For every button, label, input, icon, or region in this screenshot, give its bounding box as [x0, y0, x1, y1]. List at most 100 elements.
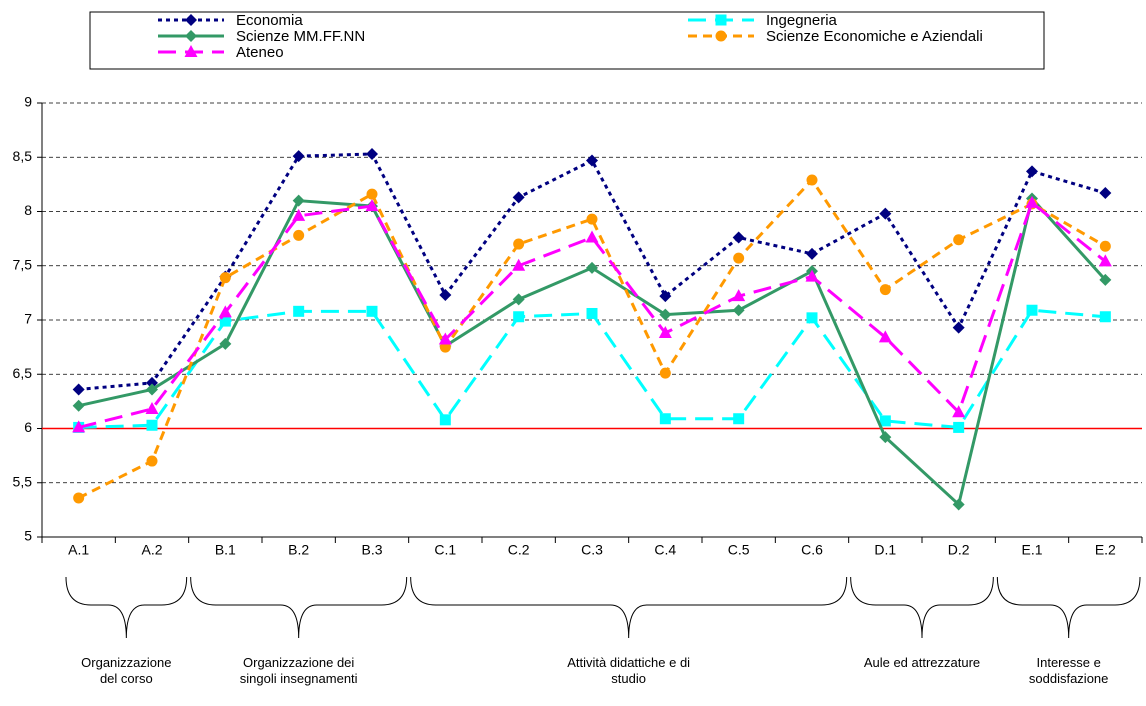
data-point	[292, 208, 306, 221]
data-point	[366, 188, 378, 200]
group-label: Organizzazione dei singoli insegnamenti	[239, 655, 358, 686]
legend-marker	[184, 45, 198, 57]
data-point	[732, 304, 745, 317]
legend-label: Scienze Economiche e Aziendali	[766, 28, 983, 45]
legend-label: Ingegneria	[766, 12, 838, 29]
data-point	[292, 194, 305, 207]
data-point	[586, 261, 598, 274]
data-point	[732, 231, 745, 244]
group-brace	[190, 576, 408, 639]
y-tick-label: 5	[24, 528, 32, 544]
x-tick-label: D.2	[948, 542, 970, 558]
x-tick-label: C.3	[581, 542, 603, 558]
y-tick-label: 8,5	[13, 148, 33, 164]
legend-box	[89, 11, 1045, 70]
data-point	[806, 174, 818, 186]
data-point	[806, 312, 818, 324]
data-point	[1098, 254, 1112, 267]
data-point	[1099, 273, 1112, 286]
data-point	[659, 308, 672, 321]
data-point	[72, 420, 86, 433]
y-tick-label: 7,5	[13, 256, 33, 272]
data-point	[439, 414, 451, 426]
data-point	[878, 330, 892, 343]
legend-marker	[715, 30, 727, 42]
y-tick-label: 6,5	[13, 365, 33, 381]
x-tick-label: E.2	[1095, 542, 1116, 558]
y-tick-label: 8	[24, 202, 32, 218]
data-point	[879, 431, 892, 444]
group-brace	[850, 576, 994, 639]
x-tick-label: C.5	[728, 542, 750, 558]
y-tick-label: 9	[24, 94, 32, 110]
data-point	[805, 269, 819, 282]
data-point	[952, 498, 965, 511]
data-point	[586, 213, 598, 225]
data-point	[218, 305, 232, 318]
data-point	[952, 405, 966, 418]
group-brace	[410, 576, 848, 639]
data-point	[366, 147, 378, 160]
data-point	[879, 415, 891, 427]
data-point	[1099, 240, 1111, 252]
legend-label: Scienze MM.FF.NN	[236, 28, 365, 45]
data-point	[293, 305, 305, 317]
data-point	[146, 419, 158, 431]
data-point	[366, 305, 378, 317]
series-line	[78, 200, 1107, 429]
legend-marker	[185, 14, 197, 26]
data-point	[439, 289, 452, 302]
data-point	[733, 413, 745, 425]
data-point	[73, 492, 85, 504]
data-point	[585, 230, 599, 243]
data-point	[145, 401, 159, 414]
data-point	[1099, 311, 1111, 323]
x-tick-label: E.1	[1021, 542, 1042, 558]
data-point	[513, 311, 525, 323]
data-point	[953, 234, 965, 246]
data-point	[219, 315, 231, 327]
x-tick-label: C.6	[801, 542, 823, 558]
data-point	[512, 258, 526, 271]
data-point	[659, 367, 671, 379]
series-line	[78, 152, 1106, 391]
data-point	[953, 421, 965, 433]
data-point	[1026, 165, 1038, 178]
group-label: Organizzazione del corso	[81, 655, 172, 686]
x-tick-label: A.2	[141, 542, 162, 558]
data-point	[879, 284, 891, 296]
group-brace	[65, 576, 188, 639]
data-point	[293, 229, 305, 241]
x-tick-label: B.1	[215, 542, 236, 558]
data-point	[659, 290, 672, 303]
legend-marker	[715, 14, 727, 26]
legend-label: Ateneo	[236, 44, 284, 61]
data-point	[586, 307, 598, 319]
data-point	[732, 289, 746, 302]
data-point	[733, 252, 745, 264]
data-point	[952, 321, 965, 334]
data-point	[513, 238, 525, 250]
group-label: Interesse e soddisfazione	[1028, 655, 1109, 686]
data-point	[659, 413, 671, 425]
data-point	[806, 247, 818, 260]
legend-label: Economia	[236, 12, 303, 29]
data-point	[365, 199, 379, 212]
data-point	[72, 383, 85, 396]
data-point	[512, 293, 525, 306]
data-point	[1025, 195, 1039, 208]
data-point	[146, 383, 158, 396]
x-tick-label: A.1	[68, 542, 89, 558]
group-label: Aule ed attrezzature	[863, 655, 981, 670]
y-tick-label: 6	[24, 419, 32, 435]
data-point	[658, 326, 672, 339]
x-tick-label: B.2	[288, 542, 309, 558]
data-point	[1026, 304, 1038, 316]
x-tick-label: D.1	[874, 542, 896, 558]
data-point	[879, 207, 892, 220]
data-point	[1099, 187, 1112, 200]
group-brace	[996, 576, 1141, 639]
data-point	[438, 332, 452, 345]
